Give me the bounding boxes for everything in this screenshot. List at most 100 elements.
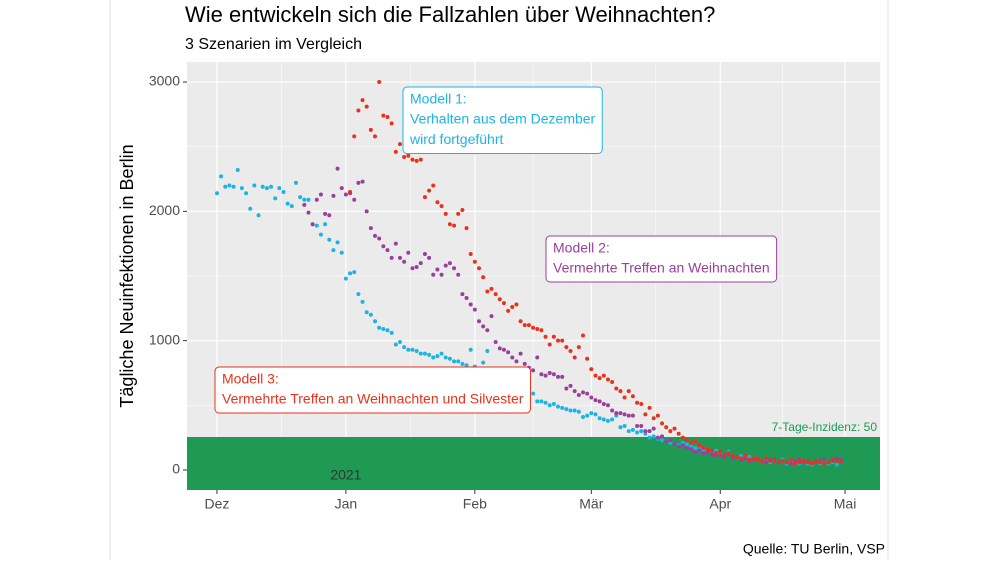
data-point — [568, 408, 573, 413]
y-tick-label: 1000 — [149, 331, 180, 347]
data-point — [323, 211, 328, 216]
data-point — [684, 438, 689, 443]
data-point — [560, 374, 565, 379]
data-point — [755, 457, 760, 462]
data-point — [302, 197, 307, 202]
data-point — [385, 248, 390, 253]
data-point — [597, 376, 602, 381]
y-tick-label: 3000 — [149, 73, 180, 89]
data-point — [660, 421, 665, 426]
data-point — [560, 405, 565, 410]
data-point — [585, 391, 590, 396]
data-point — [510, 305, 515, 310]
data-point — [397, 339, 402, 344]
data-point — [452, 266, 457, 271]
data-point — [244, 191, 249, 196]
data-point — [838, 460, 843, 465]
data-point — [364, 104, 369, 109]
data-point — [651, 434, 656, 439]
data-point — [406, 153, 411, 158]
data-point — [734, 455, 739, 460]
data-point — [489, 286, 494, 291]
data-point — [323, 222, 328, 227]
data-point — [418, 157, 423, 162]
data-point — [493, 339, 498, 344]
data-point — [535, 327, 540, 332]
data-point — [464, 363, 469, 368]
data-point — [605, 403, 610, 408]
data-point — [618, 425, 623, 430]
data-point — [693, 439, 698, 444]
data-point — [818, 460, 823, 465]
data-point — [314, 197, 319, 202]
data-point — [722, 452, 727, 457]
data-point — [356, 108, 361, 113]
data-point — [635, 400, 640, 405]
data-point — [772, 457, 777, 462]
data-point — [518, 319, 523, 324]
data-point — [647, 405, 652, 410]
x-tick-label: Mär — [579, 496, 603, 512]
data-point — [327, 237, 332, 242]
axes: 0 1000 2000 3000 Dez Jan Feb Mär Apr Mai — [149, 73, 856, 512]
data-point — [356, 292, 361, 297]
data-point — [427, 188, 432, 193]
data-point — [718, 449, 723, 454]
data-point — [439, 351, 444, 356]
data-point — [373, 134, 378, 139]
data-point — [630, 413, 635, 418]
legend-description: Vermehrte Treffen an Weihnachten und Sil… — [222, 391, 524, 407]
data-point — [822, 457, 827, 462]
data-point — [622, 412, 627, 417]
data-point — [655, 435, 660, 440]
data-point — [780, 458, 785, 463]
data-point — [543, 373, 548, 378]
data-point — [605, 418, 610, 423]
data-point — [352, 134, 357, 139]
data-point — [393, 149, 398, 154]
chart-subtitle: 3 Szenarien im Vergleich — [185, 36, 362, 53]
data-point — [834, 458, 839, 463]
data-point — [730, 453, 735, 458]
data-point — [439, 272, 444, 277]
data-point — [252, 183, 257, 188]
data-point — [381, 327, 386, 332]
data-point — [564, 386, 569, 391]
data-point — [664, 425, 669, 430]
data-point — [397, 255, 402, 260]
data-point — [223, 184, 228, 189]
data-point — [277, 186, 282, 191]
data-point — [639, 423, 644, 428]
data-point — [227, 183, 232, 188]
data-point — [668, 438, 673, 443]
data-point — [397, 142, 402, 147]
data-point — [601, 402, 606, 407]
data-point — [689, 440, 694, 445]
data-point — [510, 355, 515, 360]
data-point — [597, 399, 602, 404]
data-point — [360, 179, 365, 184]
data-point — [543, 400, 548, 405]
data-point — [601, 373, 606, 378]
data-point — [485, 328, 490, 333]
annotations: 2021 Modell 3: Vermehrte Treffen an Weihna… — [214, 86, 778, 483]
legend-description: Vermehrte Treffen an Weihnachten — [553, 260, 770, 276]
data-point — [643, 429, 648, 434]
year-label: 2021 — [330, 467, 361, 483]
data-point — [747, 457, 752, 462]
data-point — [481, 324, 486, 329]
data-point — [776, 460, 781, 465]
data-point — [601, 417, 606, 422]
data-point — [493, 292, 498, 297]
data-point — [343, 276, 348, 281]
threshold-band — [187, 436, 880, 490]
data-point — [447, 222, 452, 227]
data-point — [639, 429, 644, 434]
data-point — [273, 196, 278, 201]
data-point — [497, 297, 502, 302]
data-point — [248, 206, 253, 211]
data-point — [460, 292, 465, 297]
legend-name: Modell 1: — [410, 91, 467, 107]
data-point — [793, 461, 798, 466]
data-point — [672, 426, 677, 431]
